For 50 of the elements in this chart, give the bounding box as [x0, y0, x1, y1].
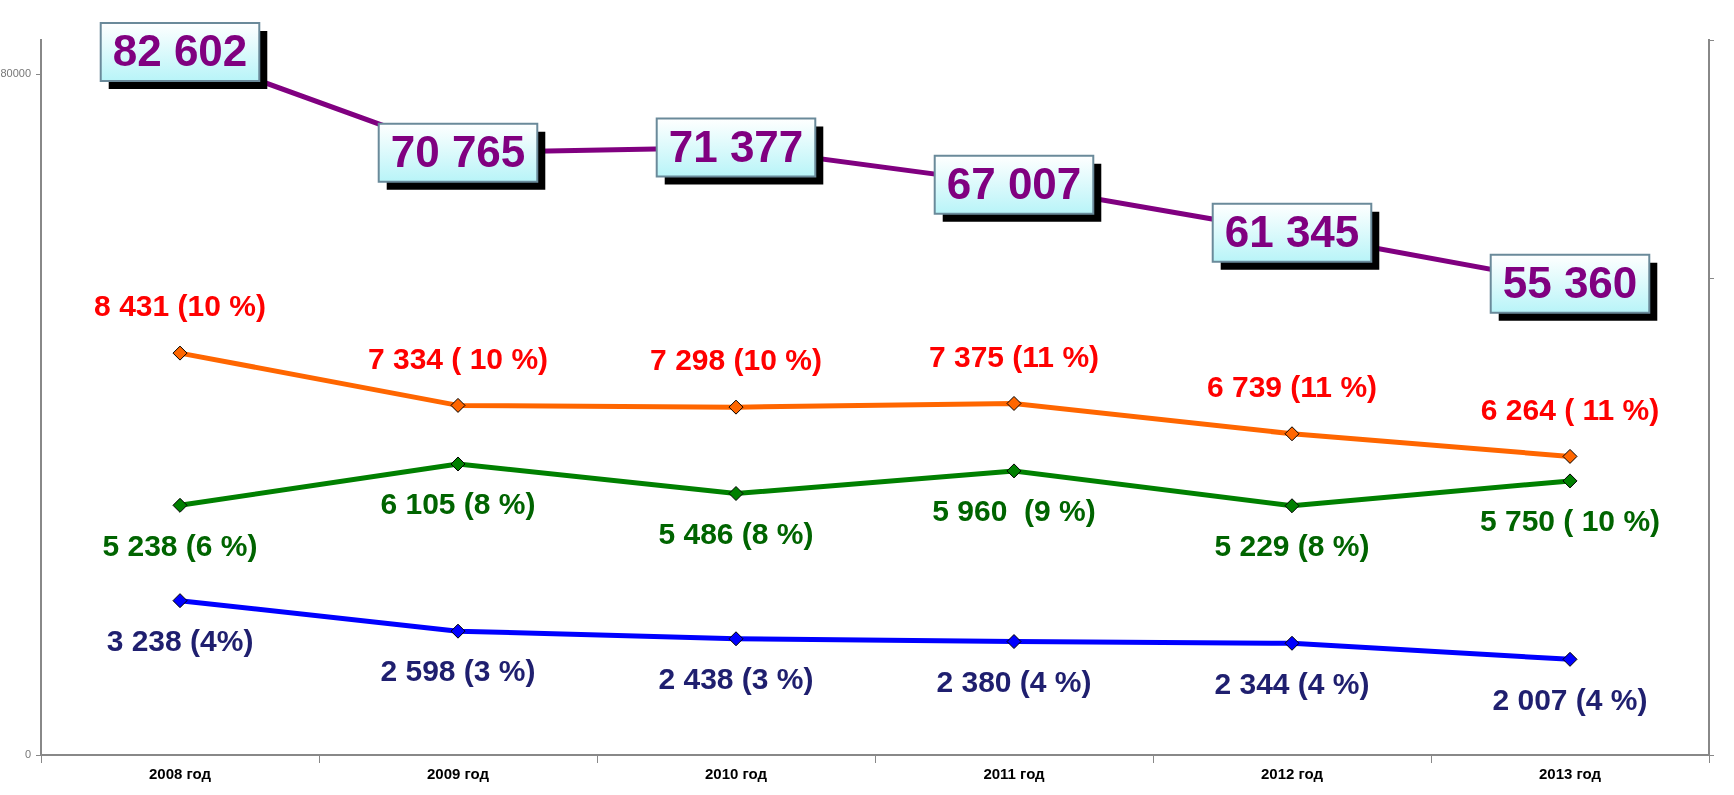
data-label: 61 345 — [1224, 206, 1360, 256]
data-label: 67 007 — [946, 158, 1082, 208]
point — [1006, 463, 1022, 479]
data-label: 7 375 (11 %) — [928, 339, 1100, 373]
data-label: 5 750 ( 10 %) — [1479, 504, 1661, 538]
x-tick-label: 2009 год — [426, 765, 490, 783]
data-label: 7 298 (10 %) — [650, 343, 822, 377]
data-label: 71 377 — [668, 121, 804, 171]
data-label: 5 486 (8 %) — [658, 516, 814, 550]
data-label: 5 960 (9 %) — [932, 494, 1096, 528]
x-tick-label: 2011 год — [983, 765, 1046, 783]
data-label: 7 334 ( 10 %) — [367, 341, 549, 375]
point — [450, 623, 466, 639]
point — [1284, 426, 1300, 442]
x-tick-label: 2008 год — [148, 765, 212, 783]
data-label: 70 765 — [390, 126, 526, 176]
point — [172, 593, 188, 609]
data-label: 2 380 (4 %) — [936, 664, 1092, 698]
data-label: 2 438 (3 %) — [658, 662, 814, 696]
point — [1006, 395, 1022, 411]
data-label: 2 007 (4 %) — [1492, 682, 1648, 716]
y-tick-label: 80000 — [0, 67, 31, 80]
data-label: 55 360 — [1502, 257, 1638, 307]
data-label: 8 431 (10 %) — [94, 289, 266, 323]
point — [1284, 498, 1300, 514]
point — [172, 345, 188, 361]
data-label: 6 105 (8 %) — [380, 487, 536, 521]
point — [1562, 448, 1578, 464]
point — [1006, 634, 1022, 650]
x-tick-label: 2012 год — [1260, 765, 1324, 783]
data-label: 5 229 (8 %) — [1214, 529, 1370, 563]
data-label: 5 238 (6 %) — [102, 528, 258, 562]
point — [450, 397, 466, 413]
point — [450, 456, 466, 472]
point — [728, 486, 744, 501]
point — [728, 399, 744, 415]
data-label: 82 602 — [112, 26, 248, 76]
point — [728, 631, 744, 647]
point — [1562, 473, 1578, 489]
x-tick-label: 2010 год — [704, 765, 768, 783]
data-label: 6 264 ( 11 %) — [1480, 392, 1660, 426]
point — [1562, 651, 1578, 667]
point — [1284, 635, 1300, 651]
data-label: 2 344 (4 %) — [1214, 666, 1370, 700]
x-tick-label: 2013 год — [1538, 765, 1602, 783]
data-label: 2 598 (3 %) — [380, 654, 536, 688]
data-label: 3 238 (4%) — [106, 623, 254, 657]
data-label: 6 739 (11 %) — [1206, 370, 1378, 404]
y-tick-label: 0 — [24, 748, 31, 761]
point — [172, 497, 188, 513]
